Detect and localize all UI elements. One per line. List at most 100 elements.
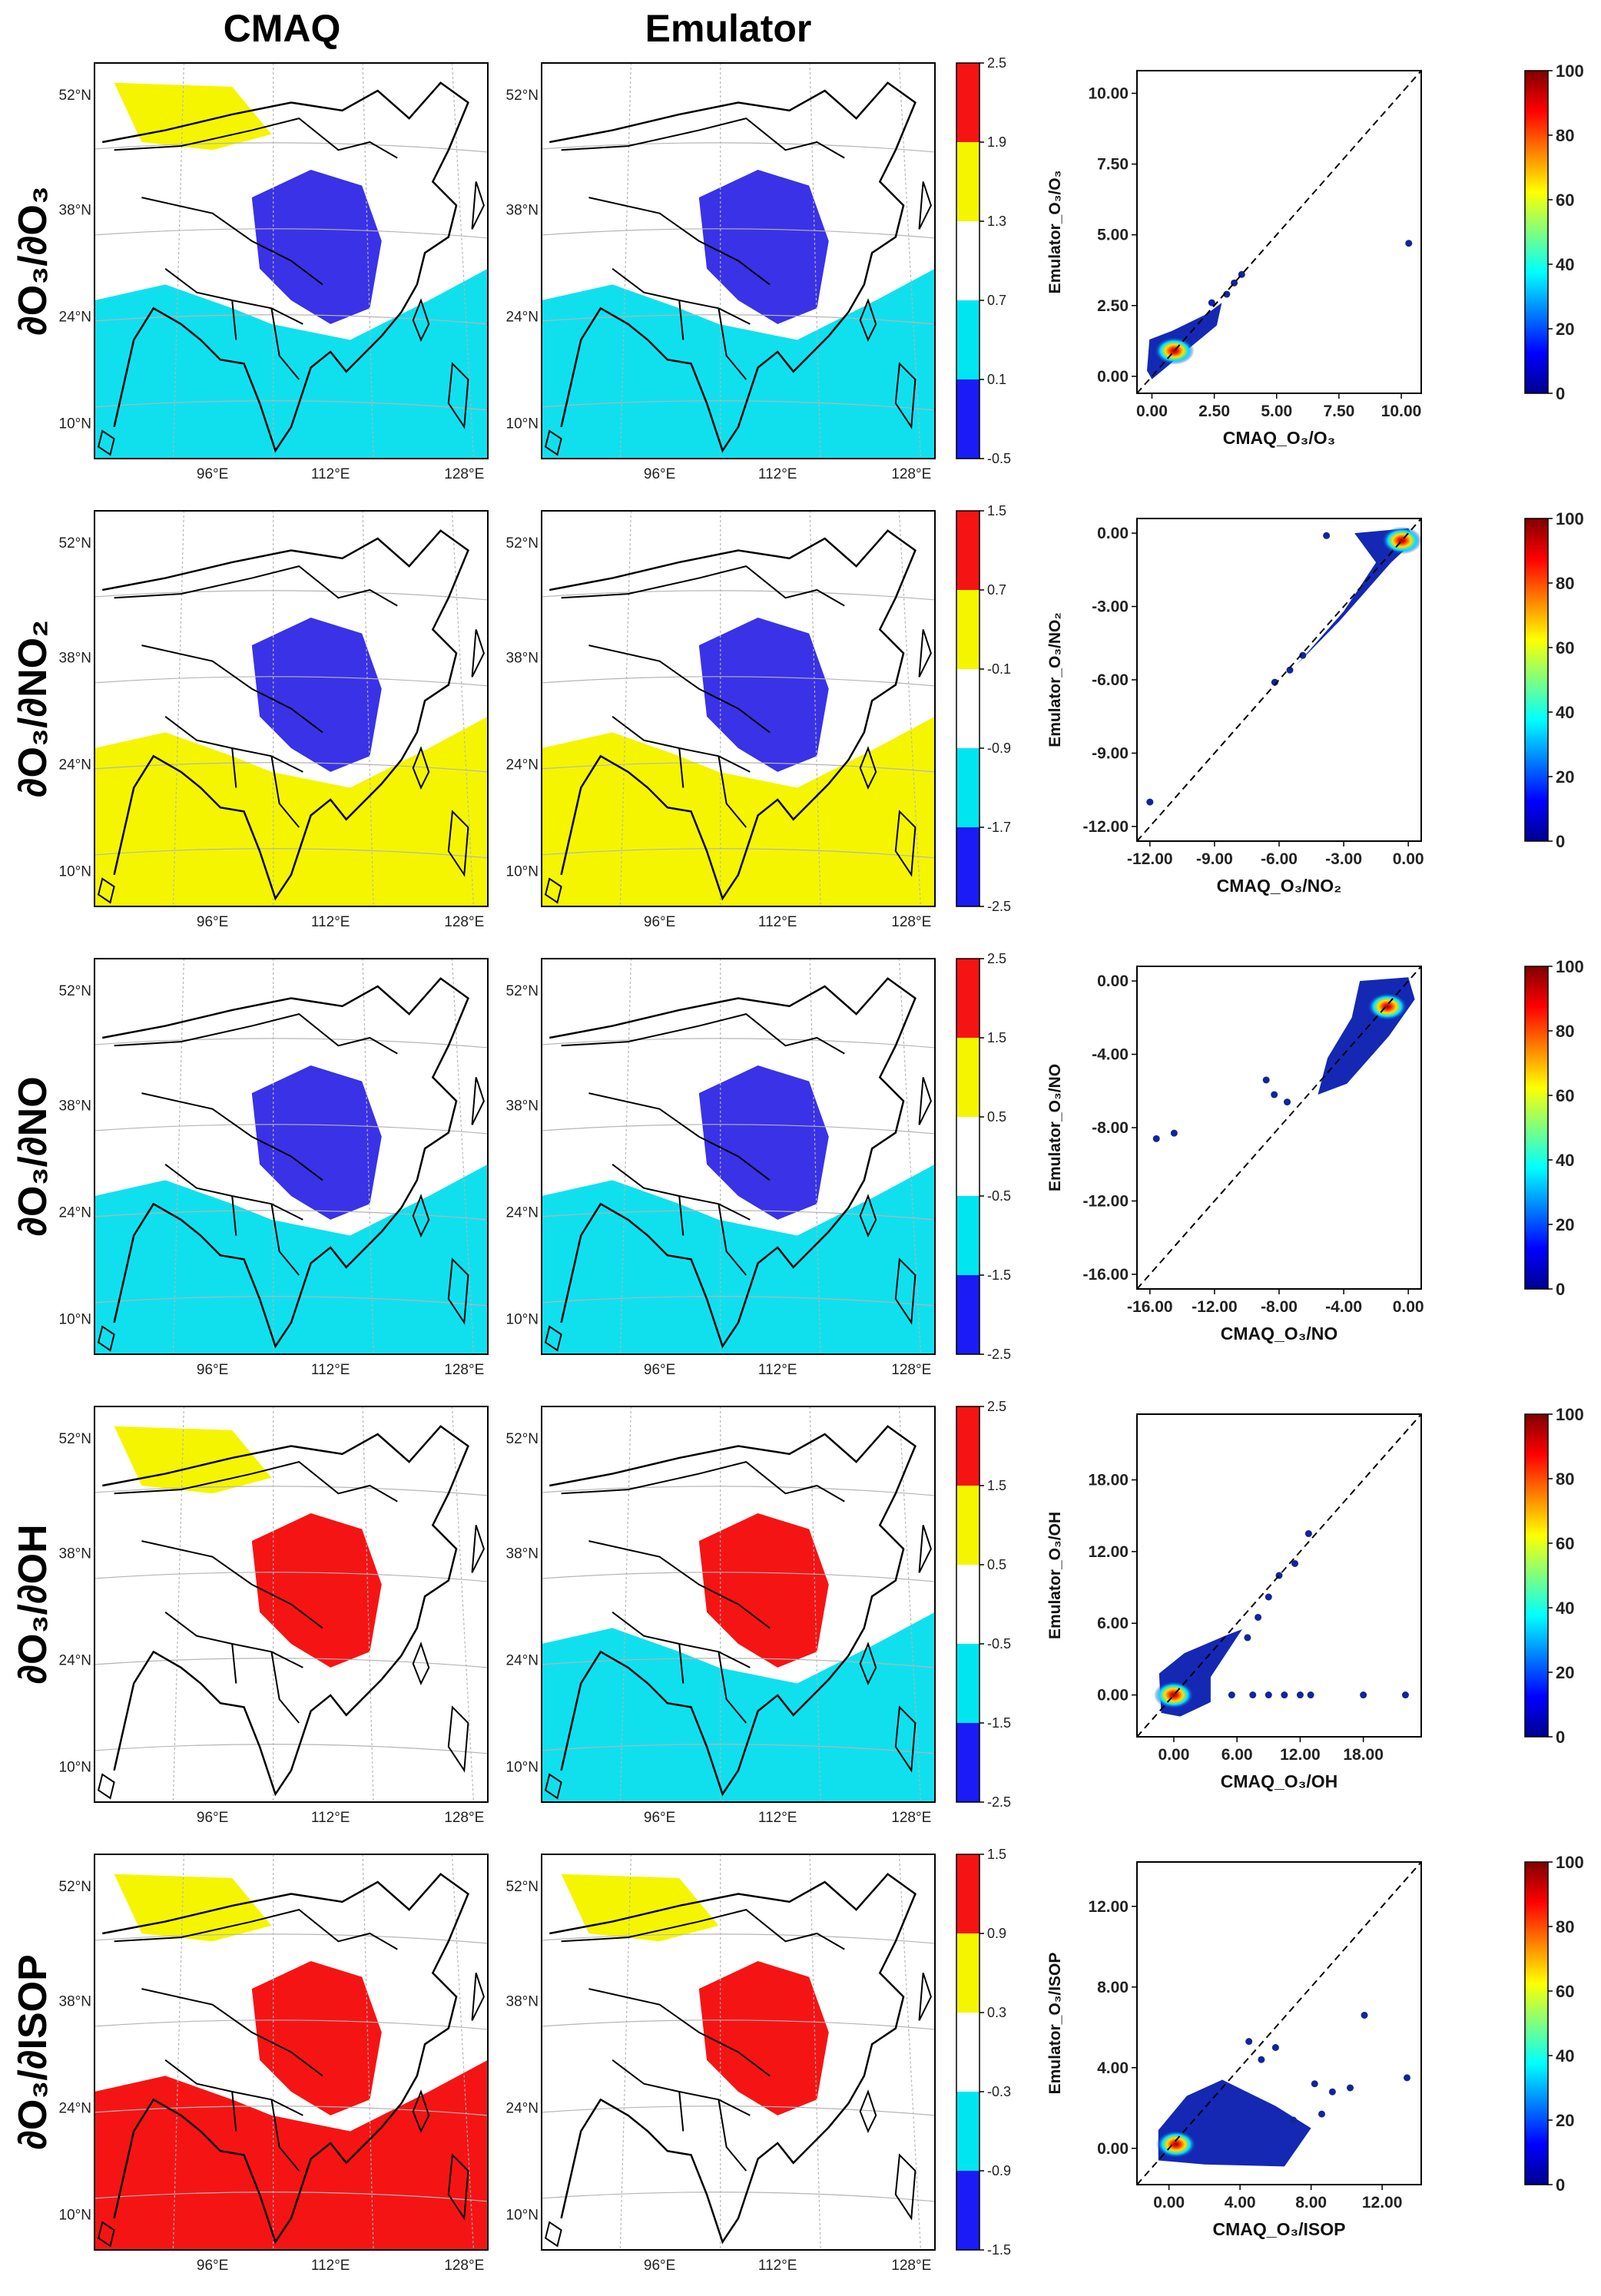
x-tick-label: 10.00	[1381, 403, 1422, 420]
latitude-label: 24°N	[59, 1205, 91, 1221]
island-outline	[98, 879, 114, 903]
map-colorbar: 1.5 0.9 0.3 -0.3 -0.9 -1.5	[956, 1847, 1011, 2258]
latitude-gridline	[94, 1933, 489, 1944]
density-peak	[1155, 2130, 1196, 2159]
colorbar-segment	[956, 142, 979, 221]
country-borders	[562, 1462, 845, 1723]
island-outline	[449, 1259, 469, 1322]
latitude-label: 10°N	[59, 864, 91, 880]
y-tick-label: 0.00	[1097, 1687, 1129, 1705]
cmaq-map: 52°N 38°N 24°N 10°N 96°E 112°E 128°E	[59, 959, 488, 1378]
colorbar-segment	[956, 959, 979, 1038]
coastline	[549, 83, 915, 451]
longitude-gridline	[809, 510, 821, 907]
x-axis-label: CMAQ_O₃/NO₂	[1217, 876, 1342, 896]
latitude-label: 10°N	[506, 864, 539, 880]
density-cloud	[1296, 528, 1415, 665]
latitude-gridline	[94, 1744, 489, 1754]
latitude-gridline	[94, 676, 489, 687]
coastline	[102, 83, 468, 451]
latitude-label: 24°N	[506, 1205, 539, 1221]
y-tick-label: 7.50	[1097, 156, 1129, 174]
island-outline	[860, 1196, 876, 1236]
scatter-point	[1347, 2084, 1354, 2092]
island-outline	[449, 363, 469, 426]
scatter-point	[1318, 2110, 1325, 2118]
latitude-gridline	[541, 2192, 936, 2202]
colorbar-tick-label: 0.3	[987, 2005, 1006, 2020]
x-tick-label: 2.50	[1198, 403, 1230, 420]
latitude-label: 10°N	[506, 1760, 539, 1776]
longitude-label: 96°E	[197, 466, 228, 482]
longitude-label: 96°E	[197, 2258, 228, 2274]
scatter-point	[1286, 666, 1294, 674]
island-outline	[545, 2222, 561, 2246]
colorbar-segment	[956, 2092, 979, 2171]
x-axis-label: CMAQ_O₃/ISOP	[1213, 2219, 1346, 2239]
longitude-label: 112°E	[311, 914, 350, 930]
latitude-label: 52°N	[506, 535, 539, 552]
latitude-gridline	[541, 1572, 936, 1582]
colorbar-tick-label: 1.5	[987, 1030, 1006, 1045]
colorbar-segment	[956, 590, 979, 669]
latitude-label: 10°N	[59, 416, 91, 432]
colorbar-tick-label: 0.9	[987, 1926, 1006, 1941]
island-outline	[545, 1774, 561, 1798]
longitude-label: 96°E	[644, 2258, 675, 2274]
latitude-gridline	[94, 848, 489, 859]
island-outline	[920, 182, 931, 230]
island-outline	[472, 630, 484, 678]
longitude-gridline	[619, 510, 631, 907]
y-tick-label: 5.00	[1097, 227, 1129, 244]
one-to-one-line	[1136, 1413, 1422, 1738]
map-region-fill	[251, 170, 382, 324]
map-frame	[94, 510, 489, 907]
y-tick-label: 8.00	[1097, 1979, 1129, 1996]
scatter-point	[1281, 1691, 1288, 1699]
longitude-gridline	[809, 958, 821, 1355]
latitude-label: 38°N	[59, 203, 91, 219]
longitude-gridline	[451, 510, 475, 907]
latitude-gridline	[541, 1933, 936, 1944]
latitude-gridline	[541, 400, 936, 411]
colorbar-segment	[956, 1196, 979, 1275]
scatter-point	[1265, 1593, 1272, 1601]
country-borders	[114, 118, 398, 379]
longitude-gridline	[172, 1854, 184, 2251]
map-region-fill	[698, 1961, 829, 2115]
scatter-frame	[1136, 1861, 1422, 2185]
scatter-point	[1323, 532, 1331, 539]
longitude-label: 128°E	[891, 914, 931, 930]
colorbar-gradient	[1524, 70, 1549, 394]
y-tick-label: 6.00	[1097, 1615, 1129, 1632]
emulator-map: 52°N 38°N 24°N 10°N 96°E 112°E 128°E	[506, 1854, 935, 2274]
y-tick-label: 0.00	[1097, 2140, 1129, 2158]
coastline	[102, 1874, 468, 2242]
y-tick-label: 12.00	[1088, 1543, 1129, 1561]
island-outline	[449, 811, 469, 874]
scatter-point	[1255, 1613, 1262, 1621]
colorbar-tick-label: 100	[1556, 957, 1584, 976]
cmaq-map: 52°N 38°N 24°N 10°N 96°E 112°E 128°E	[59, 511, 488, 930]
y-tick-label: -16.00	[1082, 1266, 1129, 1284]
x-tick-label: 12.00	[1362, 2194, 1403, 2212]
colorbar-segment	[956, 827, 979, 906]
map-region-fill	[698, 618, 829, 772]
latitude-label: 10°N	[59, 2208, 91, 2224]
emulator-map: 52°N 38°N 24°N 10°N 96°E 112°E 128°E	[506, 511, 935, 930]
country-borders	[114, 566, 398, 827]
colorbar-tick-label: 2.5	[987, 951, 1006, 966]
island-outline	[413, 1644, 429, 1684]
latitude-label: 52°N	[59, 1431, 91, 1447]
island-outline	[98, 1774, 114, 1798]
scatter-frame	[1136, 70, 1422, 394]
island-outline	[413, 2092, 429, 2132]
longitude-gridline	[451, 62, 475, 459]
latitude-gridline	[541, 1486, 936, 1496]
coastline	[549, 531, 915, 899]
map-region-fill	[698, 170, 829, 324]
one-to-one-line	[1136, 518, 1422, 842]
island-outline	[472, 1526, 484, 1573]
longitude-gridline	[898, 1406, 922, 1803]
